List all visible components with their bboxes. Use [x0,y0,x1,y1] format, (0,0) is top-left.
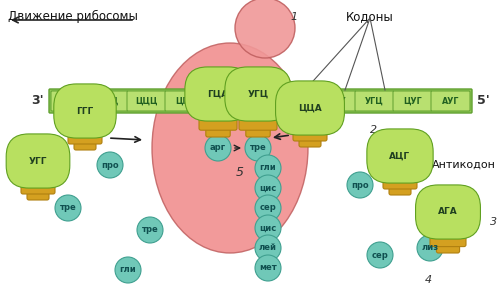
Text: сер: сер [372,250,388,260]
FancyBboxPatch shape [246,99,270,137]
Ellipse shape [152,43,308,253]
FancyBboxPatch shape [51,91,90,111]
Text: про: про [101,161,119,170]
Text: арг: арг [210,143,226,153]
Circle shape [367,242,393,268]
FancyBboxPatch shape [74,116,96,150]
FancyBboxPatch shape [165,91,204,111]
Circle shape [347,172,373,198]
FancyBboxPatch shape [389,161,411,195]
FancyBboxPatch shape [383,167,417,189]
Text: УГЦ: УГЦ [365,96,384,106]
Circle shape [97,152,123,178]
FancyBboxPatch shape [430,223,466,247]
Text: АУГ: АУГ [442,96,459,106]
Text: АЦЦ: АЦЦ [98,96,119,106]
Text: УГЦ: УГЦ [248,89,268,98]
Circle shape [255,195,281,221]
Text: АГА: АГА [438,208,458,216]
Text: 5: 5 [236,166,244,178]
FancyBboxPatch shape [355,91,394,111]
Text: цис: цис [260,223,276,233]
FancyBboxPatch shape [317,91,356,111]
Circle shape [255,175,281,201]
Circle shape [235,0,295,58]
Text: УЦУ: УЦУ [326,96,346,106]
Text: АЦГ: АЦГ [390,151,410,161]
Text: ГГУ: ГГУ [252,96,268,106]
FancyBboxPatch shape [279,91,318,111]
Text: цис: цис [260,183,276,193]
Text: ГГГ: ГГГ [76,106,94,116]
FancyBboxPatch shape [431,91,470,111]
Text: тре: тре [250,143,266,153]
Text: гли: гли [260,163,276,173]
FancyBboxPatch shape [241,91,280,111]
Text: лиз: лиз [422,243,438,253]
Text: АЦГ: АЦГ [213,96,232,106]
Text: 3': 3' [32,94,44,108]
FancyBboxPatch shape [49,89,472,113]
Text: сер: сер [260,203,276,213]
Text: 5': 5' [477,94,490,108]
Text: ЦЦА: ЦЦА [298,103,322,113]
FancyBboxPatch shape [199,106,237,130]
FancyBboxPatch shape [127,91,166,111]
FancyBboxPatch shape [27,166,49,200]
Circle shape [417,235,443,261]
Text: 2: 2 [370,125,377,135]
Text: УГГ: УГГ [29,156,47,166]
FancyBboxPatch shape [299,113,321,147]
FancyBboxPatch shape [68,122,102,144]
Text: 3: 3 [490,217,497,227]
Text: гли: гли [120,265,136,275]
Text: Антикодон: Антикодон [432,160,496,170]
Circle shape [245,135,271,161]
Text: тре: тре [60,203,76,213]
Text: Кодоны: Кодоны [346,10,394,23]
Text: АУГ: АУГ [62,96,79,106]
Circle shape [255,235,281,261]
Text: ЦУГ: ЦУГ [403,96,422,106]
Text: Движение рибосомы: Движение рибосомы [8,10,138,23]
Text: мет: мет [259,263,277,273]
Text: лей: лей [259,243,277,253]
Text: 1: 1 [290,12,297,22]
Circle shape [255,215,281,241]
Text: УГЦ: УГЦ [289,96,308,106]
FancyBboxPatch shape [436,217,460,253]
Text: ЦЦЦ: ЦЦЦ [135,96,158,106]
Text: 4: 4 [425,275,432,285]
Circle shape [255,255,281,281]
Text: ЦГУ: ЦГУ [175,96,194,106]
FancyBboxPatch shape [203,91,242,111]
Text: тре: тре [142,225,158,235]
FancyBboxPatch shape [89,91,128,111]
Circle shape [255,155,281,181]
FancyBboxPatch shape [21,172,55,194]
FancyBboxPatch shape [206,99,230,137]
Circle shape [55,195,81,221]
Circle shape [205,135,231,161]
FancyBboxPatch shape [293,119,327,141]
FancyBboxPatch shape [393,91,432,111]
Text: про: про [351,181,369,190]
Circle shape [115,257,141,283]
Circle shape [137,217,163,243]
Text: ГЦА: ГЦА [208,89,229,98]
FancyBboxPatch shape [239,106,277,130]
